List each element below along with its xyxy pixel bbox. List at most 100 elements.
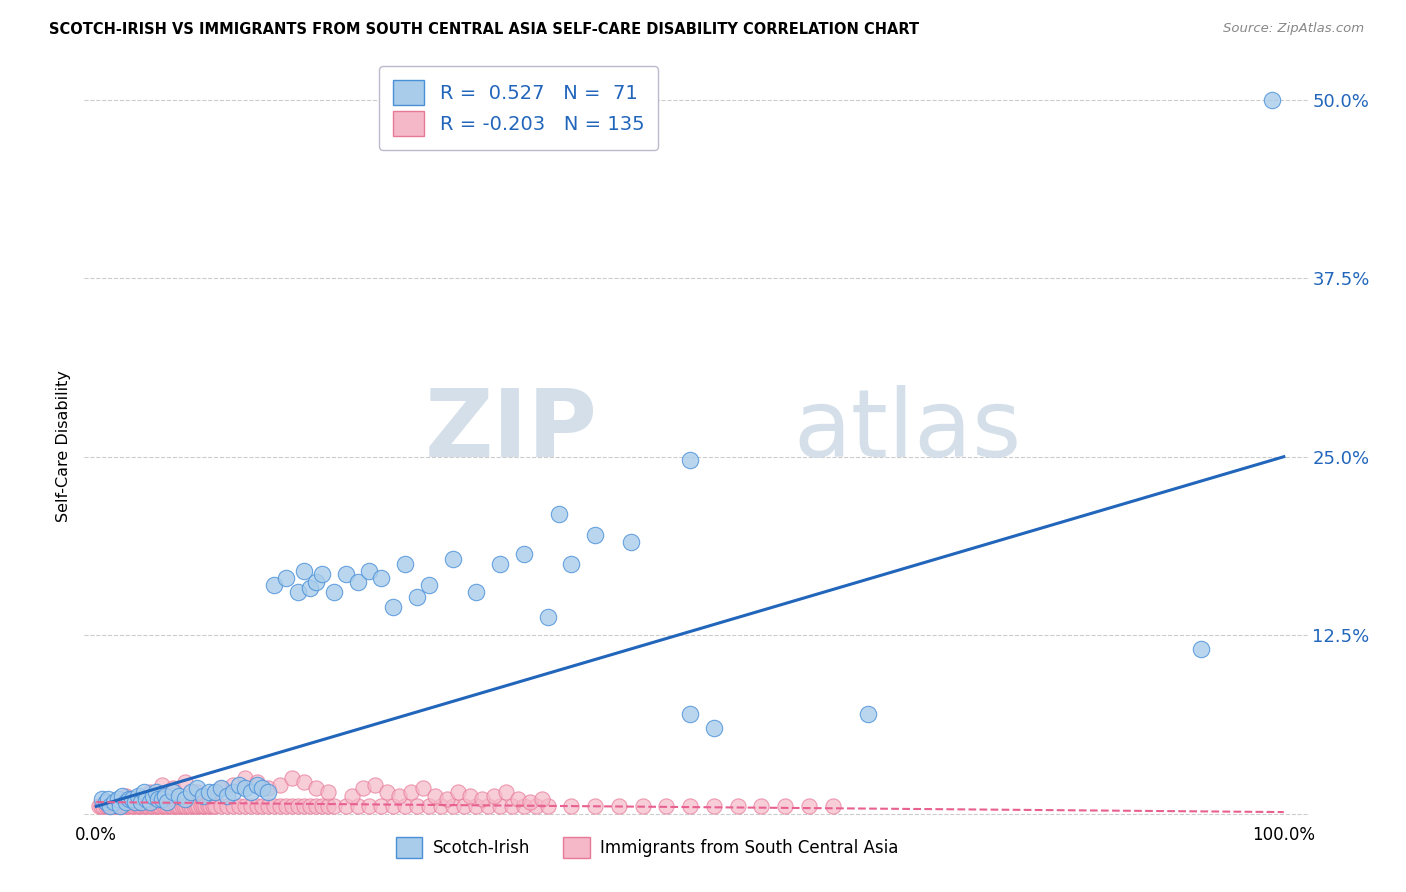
Point <box>560 799 582 814</box>
Point <box>245 799 267 814</box>
Point <box>228 778 250 792</box>
Point <box>465 585 488 599</box>
Text: Source: ZipAtlas.com: Source: ZipAtlas.com <box>1223 22 1364 36</box>
Point <box>1261 93 1284 107</box>
Point <box>519 795 541 809</box>
Point <box>127 792 149 806</box>
Point <box>115 789 138 804</box>
Point <box>142 799 165 814</box>
Point <box>135 792 157 806</box>
Point <box>107 792 129 806</box>
Point <box>257 785 280 799</box>
Point <box>305 799 328 814</box>
Point <box>382 599 405 614</box>
Point <box>530 792 553 806</box>
Point <box>97 792 120 806</box>
Point <box>276 799 298 814</box>
Point <box>159 799 181 814</box>
Point <box>163 799 186 814</box>
Point <box>394 557 416 571</box>
Point <box>103 795 125 809</box>
Point <box>127 789 149 804</box>
Point <box>153 789 176 804</box>
Point <box>305 780 328 795</box>
Point <box>495 785 517 799</box>
Point <box>281 771 304 785</box>
Point <box>465 799 488 814</box>
Point <box>128 799 150 814</box>
Point <box>441 799 464 814</box>
Point <box>191 789 214 804</box>
Point <box>131 799 153 814</box>
Point <box>292 775 315 789</box>
Point <box>146 799 169 814</box>
Point <box>118 792 141 806</box>
Y-axis label: Self-Care Disability: Self-Care Disability <box>56 370 72 522</box>
Point <box>94 795 117 809</box>
Point <box>703 799 725 814</box>
Point <box>215 799 238 814</box>
Point <box>513 547 536 561</box>
Point <box>583 528 606 542</box>
Point <box>138 795 160 809</box>
Point <box>197 799 219 814</box>
Point <box>233 771 256 785</box>
Point <box>145 799 167 814</box>
Point <box>429 799 451 814</box>
Point <box>281 799 304 814</box>
Point <box>418 799 440 814</box>
Point <box>94 799 117 814</box>
Text: ZIP: ZIP <box>425 385 598 477</box>
Point <box>548 507 571 521</box>
Point <box>489 799 512 814</box>
Point <box>190 799 212 814</box>
Point <box>150 778 173 792</box>
Point <box>797 799 820 814</box>
Point <box>104 799 127 814</box>
Point <box>121 792 143 806</box>
Point <box>441 552 464 566</box>
Point <box>100 799 122 814</box>
Point <box>132 799 155 814</box>
Point <box>311 799 333 814</box>
Point <box>169 789 191 804</box>
Point <box>125 799 148 814</box>
Point <box>679 799 702 814</box>
Point <box>406 590 429 604</box>
Point <box>222 778 245 792</box>
Point <box>560 557 582 571</box>
Point <box>513 799 536 814</box>
Point <box>149 799 172 814</box>
Point <box>536 799 558 814</box>
Point <box>173 799 195 814</box>
Point <box>524 799 547 814</box>
Point <box>340 789 363 804</box>
Point <box>93 799 115 814</box>
Point <box>679 452 702 467</box>
Point <box>375 785 398 799</box>
Point <box>201 799 224 814</box>
Point <box>138 799 160 814</box>
Point <box>200 799 222 814</box>
Point <box>364 778 387 792</box>
Point <box>399 785 422 799</box>
Point <box>477 799 499 814</box>
Point <box>111 799 134 814</box>
Point <box>239 785 262 799</box>
Point <box>111 789 134 804</box>
Point <box>394 799 416 814</box>
Point <box>204 799 226 814</box>
Point <box>139 799 162 814</box>
Point <box>263 799 285 814</box>
Point <box>292 799 315 814</box>
Point <box>359 799 381 814</box>
Point <box>131 795 153 809</box>
Point <box>169 799 191 814</box>
Point <box>607 799 630 814</box>
Point <box>177 799 200 814</box>
Point <box>316 785 339 799</box>
Point <box>87 799 110 814</box>
Point <box>257 799 280 814</box>
Point <box>252 780 274 795</box>
Point <box>91 792 114 806</box>
